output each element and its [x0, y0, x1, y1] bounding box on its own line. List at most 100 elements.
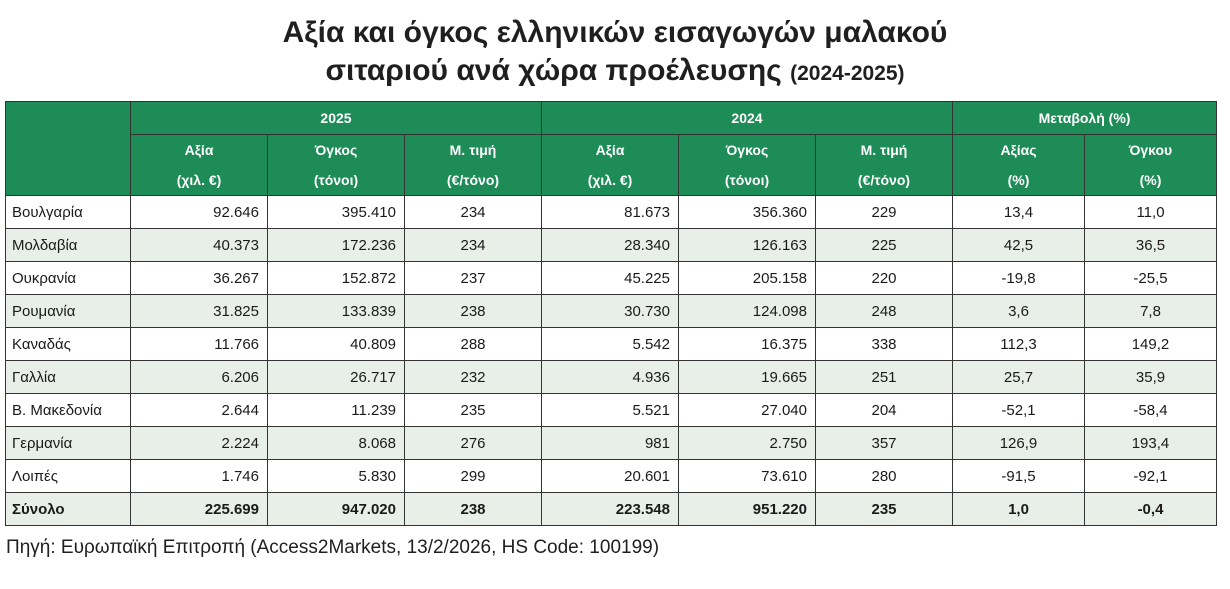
cell-value-2024: 5.542 — [541, 327, 679, 361]
header-2024: 2024 — [541, 101, 953, 135]
cell-change-volume: 7,8 — [1084, 294, 1217, 328]
cell-price-2025: 234 — [404, 195, 542, 229]
total-row: Σύνολο 225.699 947.020 238 223.548 951.220 235… — [5, 492, 1217, 526]
cell-country: Σύνολο — [5, 492, 131, 526]
cell-country: Καναδάς — [5, 327, 131, 361]
cell-price-2024: 338 — [815, 327, 953, 361]
imports-table: 2025 2024 Μεταβολή (%) Αξία Όγκος Μ. τιμ… — [5, 101, 1217, 526]
table-row: Γερμανία 2.224 8.068 276 981 2.750 357 126,9 193… — [5, 426, 1217, 460]
cell-volume-2024: 356.360 — [678, 195, 816, 229]
unit-volume-2025: (τόνοι) — [267, 165, 405, 196]
cell-value-2024: 981 — [541, 426, 679, 460]
cell-value-2025: 92.646 — [130, 195, 268, 229]
cell-change-value: 42,5 — [952, 228, 1085, 262]
cell-country: Γαλλία — [5, 360, 131, 394]
cell-volume-2025: 11.239 — [267, 393, 405, 427]
cell-value-2024: 28.340 — [541, 228, 679, 262]
cell-price-2025: 238 — [404, 492, 542, 526]
cell-value-2025: 2.224 — [130, 426, 268, 460]
header-change: Μεταβολή (%) — [952, 101, 1217, 135]
cell-change-value: -52,1 — [952, 393, 1085, 427]
table-row: Ρουμανία 31.825 133.839 238 30.730 124.098 248… — [5, 294, 1217, 328]
title-line-1: Αξία και όγκος ελληνικών εισαγωγών μαλακ… — [282, 16, 948, 49]
cell-price-2025: 232 — [404, 360, 542, 394]
cell-volume-2024: 19.665 — [678, 360, 816, 394]
unit-value-2025: (χιλ. €) — [130, 165, 268, 196]
page-title: Αξία και όγκος ελληνικών εισαγωγών μαλακ… — [0, 14, 1230, 93]
cell-country: Β. Μακεδονία — [5, 393, 131, 427]
cell-value-2024: 81.673 — [541, 195, 679, 229]
cell-change-value: 1,0 — [952, 492, 1085, 526]
cell-value-2025: 2.644 — [130, 393, 268, 427]
cell-volume-2024: 126.163 — [678, 228, 816, 262]
cell-price-2024: 220 — [815, 261, 953, 295]
cell-volume-2024: 16.375 — [678, 327, 816, 361]
table-row: Ουκρανία 36.267 152.872 237 45.225 205.158 220… — [5, 261, 1217, 295]
cell-change-volume: 11,0 — [1084, 195, 1217, 229]
cell-price-2024: 235 — [815, 492, 953, 526]
table-row: Βουλγαρία 92.646 395.410 234 81.673 356.360 22… — [5, 195, 1217, 229]
cell-country: Λοιπές — [5, 459, 131, 493]
header-row-years: 2025 2024 Μεταβολή (%) — [5, 101, 1217, 196]
cell-value-2025: 36.267 — [130, 261, 268, 295]
cell-change-volume: -0,4 — [1084, 492, 1217, 526]
header-row-units: (χιλ. €) (τόνοι) (€/τόνο) (χιλ. €) (τόνο… — [6, 165, 1217, 196]
corner-cell — [5, 101, 131, 196]
cell-country: Βουλγαρία — [5, 195, 131, 229]
cell-value-2025: 1.746 — [130, 459, 268, 493]
cell-price-2024: 251 — [815, 360, 953, 394]
cell-value-2024: 45.225 — [541, 261, 679, 295]
header-change-value: Αξίας — [952, 134, 1085, 165]
cell-price-2024: 229 — [815, 195, 953, 229]
cell-value-2024: 20.601 — [541, 459, 679, 493]
cell-change-value: 3,6 — [952, 294, 1085, 328]
title-line-2-text: σιταριού ανά χώρα προέλευσης — [325, 54, 782, 87]
header-volume-2024: Όγκος — [678, 134, 816, 165]
cell-change-volume: -92,1 — [1084, 459, 1217, 493]
cell-volume-2024: 124.098 — [678, 294, 816, 328]
cell-change-volume: 36,5 — [1084, 228, 1217, 262]
cell-change-value: 25,7 — [952, 360, 1085, 394]
cell-value-2025: 31.825 — [130, 294, 268, 328]
title-years: (2024-2025) — [790, 62, 905, 85]
cell-volume-2025: 172.236 — [267, 228, 405, 262]
cell-value-2024: 5.521 — [541, 393, 679, 427]
header-price-2025: Μ. τιμή — [404, 134, 542, 165]
cell-country: Γερμανία — [5, 426, 131, 460]
cell-price-2025: 234 — [404, 228, 542, 262]
cell-volume-2025: 947.020 — [267, 492, 405, 526]
cell-volume-2024: 951.220 — [678, 492, 816, 526]
cell-volume-2025: 133.839 — [267, 294, 405, 328]
cell-price-2025: 238 — [404, 294, 542, 328]
table-row: Μολδαβία 40.373 172.236 234 28.340 126.163 225… — [5, 228, 1217, 262]
cell-country: Ουκρανία — [5, 261, 131, 295]
cell-value-2025: 40.373 — [130, 228, 268, 262]
unit-price-2024: (€/τόνο) — [815, 165, 953, 196]
cell-volume-2024: 205.158 — [678, 261, 816, 295]
unit-value-2024: (χιλ. €) — [541, 165, 679, 196]
title-line-2: σιταριού ανά χώρα προέλευσης (2024-2025) — [0, 52, 1230, 93]
source-note: Πηγή: Ευρωπαϊκή Επιτροπή (Access2Markets… — [6, 537, 660, 558]
cell-price-2024: 225 — [815, 228, 953, 262]
header-price-2024: Μ. τιμή — [815, 134, 953, 165]
cell-price-2024: 248 — [815, 294, 953, 328]
unit-change-value: (%) — [952, 165, 1085, 196]
cell-volume-2025: 395.410 — [267, 195, 405, 229]
cell-price-2025: 235 — [404, 393, 542, 427]
cell-value-2025: 11.766 — [130, 327, 268, 361]
header-volume-2025: Όγκος — [267, 134, 405, 165]
unit-change-volume: (%) — [1084, 165, 1217, 196]
table-row: Β. Μακεδονία 2.644 11.239 235 5.521 27.040 204… — [5, 393, 1217, 427]
table-row: Λοιπές 1.746 5.830 299 20.601 73.610 280 -91,5-… — [5, 459, 1217, 493]
cell-country: Ρουμανία — [5, 294, 131, 328]
cell-value-2024: 30.730 — [541, 294, 679, 328]
cell-price-2024: 280 — [815, 459, 953, 493]
cell-volume-2025: 40.809 — [267, 327, 405, 361]
header-value-2025: Αξία — [130, 134, 268, 165]
cell-country: Μολδαβία — [5, 228, 131, 262]
cell-volume-2025: 8.068 — [267, 426, 405, 460]
cell-price-2025: 288 — [404, 327, 542, 361]
unit-price-2025: (€/τόνο) — [404, 165, 542, 196]
cell-value-2024: 4.936 — [541, 360, 679, 394]
cell-price-2025: 237 — [404, 261, 542, 295]
